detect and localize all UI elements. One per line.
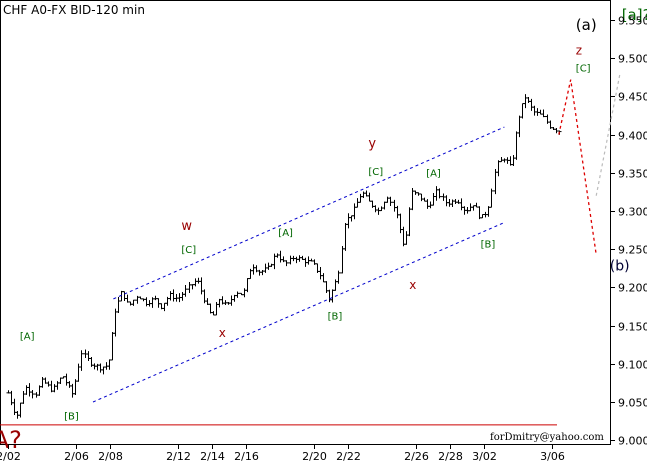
- wave-label: x: [219, 326, 226, 340]
- x-tick-label: 2/26: [404, 450, 429, 463]
- channel-upper-line: [113, 126, 505, 300]
- wave-label: [C]: [181, 245, 196, 256]
- x-tick-label: 2/14: [200, 450, 225, 463]
- wave-label: [C]: [576, 63, 591, 74]
- wave-label: w: [181, 219, 192, 234]
- wave-label: x: [409, 278, 416, 292]
- wave-label: [A]: [426, 169, 441, 180]
- wave-label: [a]?: [622, 6, 647, 24]
- y-tick-label: 9.1500: [618, 321, 647, 334]
- forecast-path-red: [558, 79, 597, 255]
- wave-label: [C]: [368, 167, 383, 178]
- wave-label: z: [576, 43, 582, 57]
- wave-label: [B]: [481, 240, 496, 251]
- wave-label: (b): [610, 259, 630, 275]
- x-tick-label: 2/08: [98, 450, 123, 463]
- y-tick-label: 9.5000: [618, 53, 647, 66]
- y-tick-label: 9.4000: [618, 130, 647, 143]
- y-tick-label: 9.0000: [618, 435, 647, 448]
- plot-frame: [0, 0, 611, 445]
- wave-label: [B]: [64, 412, 79, 423]
- x-tick-label: 2/06: [64, 450, 89, 463]
- wave-label: (a): [576, 16, 597, 34]
- x-tick-label: 2/16: [234, 450, 259, 463]
- x-tick-label: 2/20: [302, 450, 327, 463]
- channel-lower-line: [92, 222, 505, 403]
- y-tick-label: 9.4500: [618, 91, 647, 104]
- y-tick-label: 9.3000: [618, 206, 647, 219]
- y-tick-label: 9.1000: [618, 359, 647, 372]
- watermark: forDmitry@yahoo.com: [490, 432, 604, 443]
- wave-label: [B]: [328, 312, 343, 323]
- x-tick-label: 2/22: [336, 450, 361, 463]
- wave-label: A?: [0, 426, 22, 454]
- x-tick-label: 2/12: [166, 450, 191, 463]
- y-tick-label: 9.0500: [618, 397, 647, 410]
- x-tick-label: 3/06: [540, 450, 565, 463]
- x-tick-label: 2/28: [438, 450, 463, 463]
- wave-label: y: [368, 137, 376, 152]
- wave-label: [A]: [278, 228, 293, 239]
- y-tick-label: 9.3500: [618, 168, 647, 181]
- forecast-path-gray: [595, 73, 621, 196]
- x-tick-label: 2/02: [0, 450, 21, 463]
- x-tick-label: 3/02: [472, 450, 497, 463]
- y-tick-label: 9.5500: [618, 15, 647, 28]
- y-tick-label: 9.2000: [618, 282, 647, 295]
- y-tick-label: 9.2500: [618, 244, 647, 257]
- wave-label: [A]: [20, 331, 35, 342]
- chart-title: CHF A0-FX BID-120 min: [3, 3, 145, 17]
